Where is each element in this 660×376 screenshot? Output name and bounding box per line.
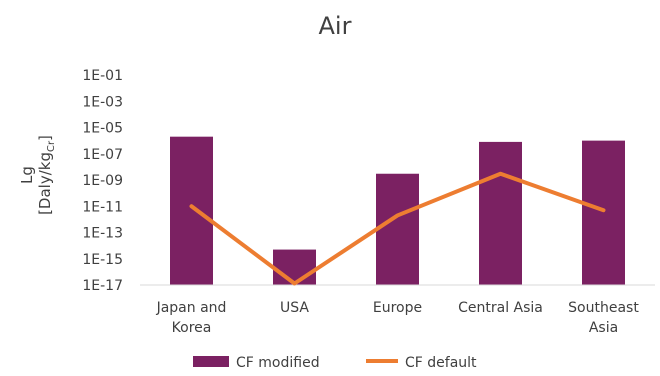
bar	[170, 136, 213, 285]
chart-title: Air	[319, 12, 352, 40]
y-tick-label: 1E-07	[82, 147, 123, 163]
line-series	[189, 171, 606, 286]
x-category-label: Japan and	[156, 300, 227, 316]
y-axis-label-line1: Lg	[18, 166, 36, 184]
y-axis-label-line2: [Daly/kgCr]	[36, 135, 57, 215]
y-tick-label: 1E-17	[82, 278, 123, 294]
x-category-label: Central Asia	[458, 300, 543, 316]
y-axis-ticks: 1E-01 1E-03 1E-05 1E-07 1E-09 1E-11 1E-13 1E-15…	[82, 68, 123, 294]
x-category-label: USA	[280, 300, 309, 316]
bar	[479, 141, 522, 285]
legend-label-line: CF default	[405, 355, 477, 371]
x-category-label: Korea	[172, 320, 212, 336]
y-tick-label: 1E-01	[82, 68, 123, 84]
x-category-label: Europe	[373, 300, 422, 316]
series-line	[189, 171, 606, 286]
legend: CF modified CF default	[193, 355, 477, 371]
bar	[582, 140, 625, 285]
x-category-label: Southeast	[568, 300, 639, 316]
legend-label-bar: CF modified	[236, 355, 320, 371]
y-tick-label: 1E-03	[82, 94, 123, 110]
y-tick-label: 1E-05	[82, 121, 123, 137]
bar-series	[170, 136, 625, 285]
bar	[273, 249, 316, 285]
y-tick-label: 1E-11	[82, 199, 123, 215]
y-tick-label: 1E-09	[82, 173, 123, 189]
y-tick-label: 1E-13	[82, 226, 123, 242]
y-axis-label: Lg [Daly/kgCr]	[18, 135, 57, 215]
legend-swatch-bar	[193, 356, 229, 367]
x-axis-categories: Japan and Korea USA Europe Central Asia South…	[156, 300, 640, 336]
bar	[376, 173, 419, 285]
y-tick-label: 1E-15	[82, 252, 123, 268]
x-category-label: Asia	[589, 320, 618, 336]
